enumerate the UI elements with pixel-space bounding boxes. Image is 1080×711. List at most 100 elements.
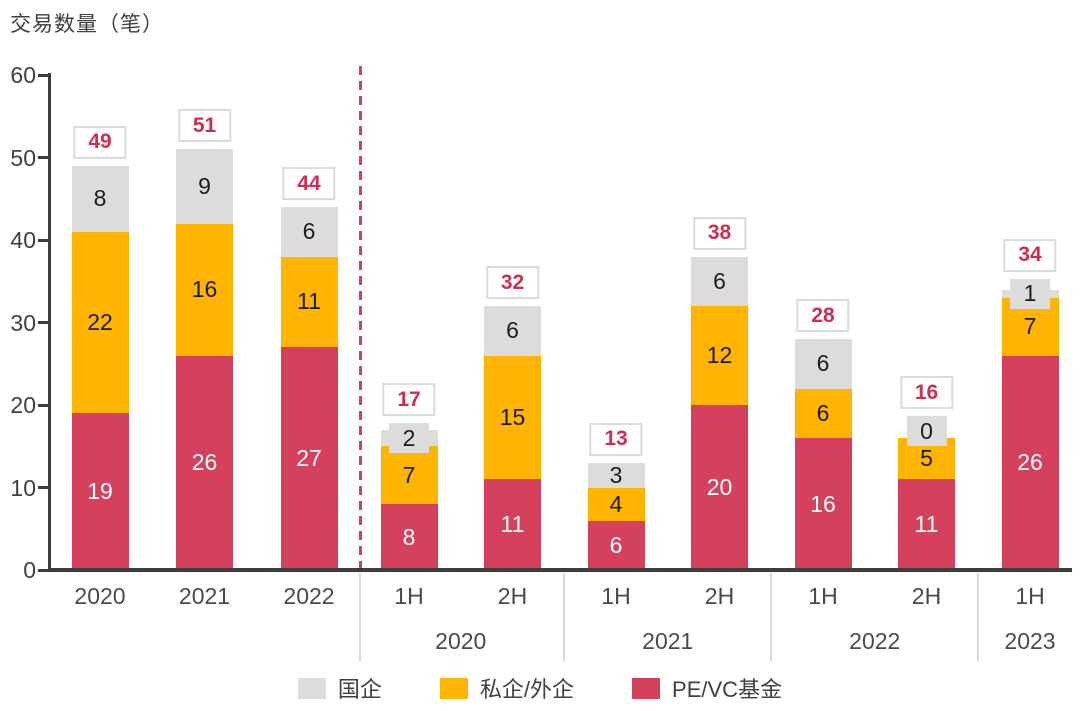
bar-segment-label: 12 bbox=[706, 342, 733, 368]
bar-segment-label: 6 bbox=[713, 267, 726, 294]
bar-segment-mini-label: 2 bbox=[389, 423, 429, 453]
legend-swatch bbox=[297, 677, 326, 699]
group-separator bbox=[359, 573, 361, 661]
bar-segment-label: 8 bbox=[402, 523, 416, 550]
bar-segment bbox=[794, 438, 852, 570]
bar-segment-label: 11 bbox=[297, 288, 321, 315]
category-label: 2H bbox=[911, 583, 942, 609]
legend-label: PE/VC基金 bbox=[672, 677, 783, 702]
bar-segment-label: 19 bbox=[87, 478, 113, 505]
bar-segment bbox=[280, 347, 338, 570]
bar-segment bbox=[71, 231, 129, 414]
x-axis bbox=[48, 568, 1072, 572]
y-tick-label: 50 bbox=[10, 144, 36, 171]
category-label: 1H bbox=[601, 583, 631, 609]
bar-segment-mini-label: 0 bbox=[906, 416, 947, 446]
bar-segment-label: 11 bbox=[500, 511, 525, 538]
group-label: 2021 bbox=[642, 628, 694, 654]
y-tick-label: 60 bbox=[10, 62, 36, 88]
bar-segment bbox=[176, 149, 233, 224]
y-tick-label: 40 bbox=[10, 227, 36, 253]
bar-segment-label: 22 bbox=[87, 309, 113, 335]
bar-segment-label: 6 bbox=[302, 218, 316, 245]
bar-segment-mini-label: 1 bbox=[1010, 278, 1050, 309]
bar-segment-label: 15 bbox=[499, 403, 526, 430]
chart-title: 交易数量（笔） bbox=[10, 13, 164, 36]
category-label: 2H bbox=[497, 583, 528, 609]
bar-segment bbox=[1001, 355, 1059, 570]
bar-segment-label: 8 bbox=[93, 185, 107, 212]
bar-segment bbox=[484, 306, 541, 356]
bar-segment bbox=[898, 479, 955, 570]
bar-segment-label: 7 bbox=[1023, 313, 1037, 340]
bar-segment-label: 26 bbox=[1017, 449, 1043, 476]
bar-segment-label: 3 bbox=[609, 461, 623, 488]
bar-segment bbox=[587, 520, 645, 570]
bar-segment bbox=[71, 413, 129, 570]
bar-total-badge: 32 bbox=[485, 266, 540, 299]
legend: 国企 私企/外企 PE/VC基金 bbox=[0, 672, 1080, 704]
group-separator bbox=[563, 573, 566, 661]
legend-swatch bbox=[632, 677, 661, 699]
bar-segment-label: 26 bbox=[191, 449, 218, 476]
y-tick-label: 30 bbox=[10, 309, 36, 336]
bar-segment bbox=[380, 504, 438, 570]
bar-total-badge: 16 bbox=[899, 376, 954, 409]
legend-label: 国企 bbox=[337, 677, 382, 702]
bar-segment bbox=[176, 355, 233, 570]
bar-segment bbox=[587, 462, 645, 488]
bar-segment-label: 7 bbox=[402, 461, 416, 488]
group-label: 2020 bbox=[435, 628, 487, 654]
y-tick-mark bbox=[38, 321, 48, 324]
category-label: 2H bbox=[704, 583, 735, 609]
y-tick-label: 10 bbox=[10, 474, 36, 501]
legend-label: 私企/外企 bbox=[479, 677, 575, 702]
y-tick-mark bbox=[38, 238, 48, 242]
group-separator bbox=[977, 573, 980, 661]
bar-segment-label: 9 bbox=[198, 172, 211, 199]
y-tick-mark bbox=[38, 156, 48, 159]
legend-item: 私企/外企 bbox=[439, 672, 575, 704]
bar-segment-label: 20 bbox=[706, 474, 733, 500]
bar-segment-label: 27 bbox=[296, 445, 322, 472]
bar-segment bbox=[794, 388, 852, 438]
bar-total-badge: 49 bbox=[73, 125, 127, 159]
bar-segment-label: 16 bbox=[810, 490, 836, 517]
bar-segment-label: 6 bbox=[609, 531, 623, 558]
y-tick-mark bbox=[38, 568, 48, 572]
bar-segment bbox=[71, 165, 129, 232]
group-label: 2023 bbox=[1004, 628, 1056, 654]
y-tick-mark bbox=[38, 486, 48, 489]
bar-total-badge: 13 bbox=[589, 422, 643, 456]
bar-segment bbox=[484, 355, 541, 480]
y-tick-label: 20 bbox=[10, 392, 36, 418]
bar-segment bbox=[691, 256, 748, 306]
bar-segment bbox=[587, 487, 645, 521]
bar-segment-label: 6 bbox=[816, 350, 830, 377]
legend-swatch bbox=[439, 677, 468, 699]
bar-segment bbox=[691, 405, 748, 570]
bar-total-badge: 28 bbox=[796, 299, 850, 332]
bar-total-badge: 34 bbox=[1003, 238, 1057, 272]
category-label: 1H bbox=[808, 583, 838, 609]
bar-total-badge: 44 bbox=[282, 167, 336, 200]
bar-segment bbox=[280, 207, 338, 257]
bar-segment-label: 6 bbox=[816, 399, 830, 426]
bar-segment-label: 11 bbox=[914, 511, 939, 538]
annual-halfyear-divider-line bbox=[358, 66, 362, 570]
bar-segment-label: 5 bbox=[920, 445, 933, 472]
group-label: 2022 bbox=[849, 628, 901, 654]
y-tick-mark bbox=[38, 403, 48, 407]
bar-segment-label: 6 bbox=[506, 317, 519, 344]
bar-total-badge: 51 bbox=[177, 109, 232, 143]
legend-item: 国企 bbox=[297, 672, 382, 704]
bar-segment bbox=[794, 339, 852, 389]
bar-segment-label: 4 bbox=[609, 490, 623, 517]
bar-total-badge: 17 bbox=[382, 383, 436, 416]
category-label: 1H bbox=[1015, 583, 1045, 609]
y-axis bbox=[48, 73, 51, 572]
bar-segment bbox=[691, 306, 748, 405]
category-label: 2021 bbox=[178, 583, 231, 609]
category-label: 2020 bbox=[74, 583, 126, 609]
